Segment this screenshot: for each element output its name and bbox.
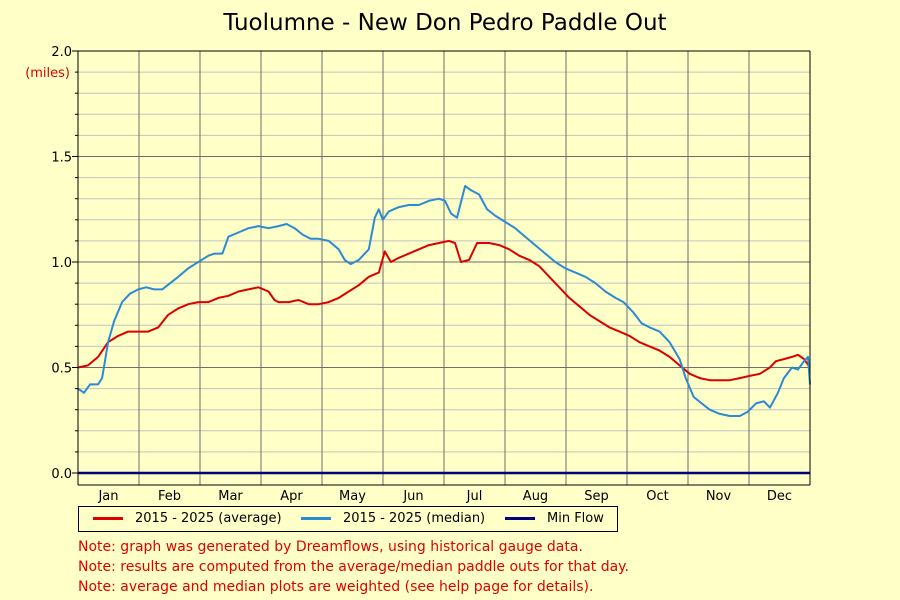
legend-swatch xyxy=(505,517,535,520)
x-tick-label: Oct xyxy=(646,489,668,504)
y-tick-label: 1.0 xyxy=(51,256,72,271)
x-tick-label: Aug xyxy=(523,489,548,504)
note-line: Note: graph was generated by Dreamflows,… xyxy=(78,539,583,555)
x-tick-label: Jul xyxy=(466,489,483,504)
x-tick-label: Apr xyxy=(280,489,303,504)
notes-block: Note: graph was generated by Dreamflows,… xyxy=(78,537,629,597)
chart-title: Tuolumne - New Don Pedro Paddle Out xyxy=(223,10,667,36)
legend-item: Min Flow xyxy=(505,511,604,526)
legend-swatch xyxy=(93,517,123,520)
note-line: Note: average and median plots are weigh… xyxy=(78,579,594,595)
legend-swatch xyxy=(301,517,331,520)
y-tick-label: 2.0 xyxy=(51,45,72,60)
legend-item: 2015 - 2025 (median) xyxy=(301,511,485,526)
y-tick-label: 0.0 xyxy=(51,467,72,482)
x-tick-label: May xyxy=(339,489,366,504)
legend-label: 2015 - 2025 (average) xyxy=(135,511,282,526)
x-tick-label: Feb xyxy=(158,489,181,504)
x-tick-label: Mar xyxy=(218,489,243,504)
legend-label: Min Flow xyxy=(547,511,604,526)
chart-legend: 2015 - 2025 (average) 2015 - 2025 (median… xyxy=(78,506,618,532)
axis-labels: 0.0 0.5 1.0 1.5 2.0 (miles) Jan Feb Mar Apr May Jun… xyxy=(25,45,792,504)
y-tick-label: 1.5 xyxy=(51,151,72,166)
x-tick-label: Nov xyxy=(706,489,732,504)
series-line xyxy=(77,239,811,382)
legend-label: 2015 - 2025 (median) xyxy=(343,511,486,526)
legend-item: 2015 - 2025 (average) xyxy=(93,511,282,526)
y-tick-label: 0.5 xyxy=(51,362,72,377)
x-tick-label: Jun xyxy=(402,489,423,504)
x-tick-label: Dec xyxy=(767,489,792,504)
y-axis-label: (miles) xyxy=(25,66,70,81)
series-line xyxy=(77,185,811,417)
series-layer xyxy=(77,185,811,475)
x-tick-label: Sep xyxy=(584,489,609,504)
x-tick-label: Jan xyxy=(97,489,118,504)
axes-layer xyxy=(72,50,811,486)
note-line: Note: results are computed from the aver… xyxy=(78,559,629,575)
